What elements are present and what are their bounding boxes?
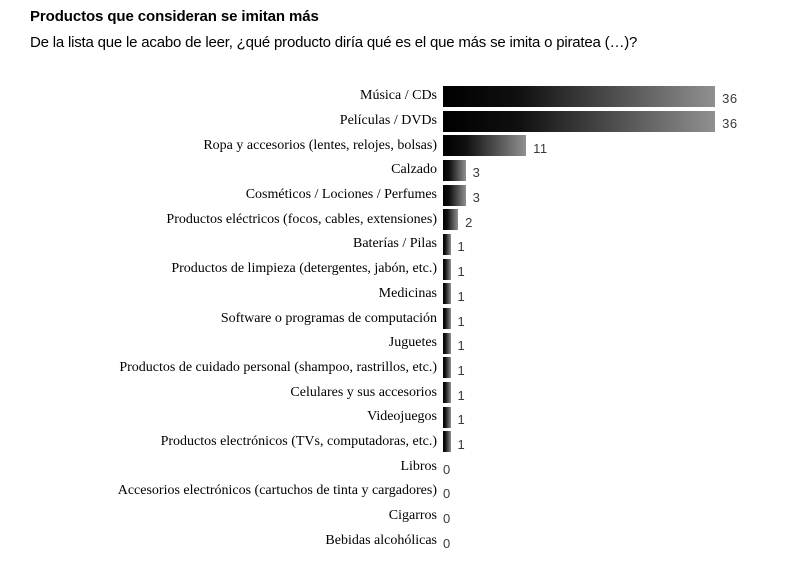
- bar-track: 1: [443, 405, 780, 430]
- value-label: 1: [457, 288, 466, 304]
- bar: [443, 431, 451, 453]
- value-label: 1: [457, 239, 466, 255]
- chart-row: Películas / DVDs 36: [30, 109, 780, 134]
- category-label: Ropa y accesorios (lentes, relojes, bols…: [203, 137, 437, 153]
- chart-row: Productos de cuidado personal (shampoo, …: [30, 356, 780, 381]
- bar: [443, 233, 451, 255]
- bar-track: 2: [443, 207, 780, 232]
- chart-row: Productos eléctricos (focos, cables, ext…: [30, 207, 780, 232]
- category-label: Medicinas: [378, 285, 437, 301]
- category-label: Videojuegos: [367, 409, 437, 425]
- chart-row: Baterías / Pilas 1: [30, 232, 780, 257]
- bar-track: 36: [443, 109, 780, 134]
- bar: [443, 332, 451, 354]
- value-label: 0: [443, 461, 451, 477]
- value-label: 0: [443, 511, 451, 527]
- value-label: 1: [457, 362, 466, 378]
- bar: [443, 406, 451, 428]
- chart-row: Software o programas de computación 1: [30, 306, 780, 331]
- bar: [443, 110, 716, 132]
- bar-track: 0: [443, 528, 780, 553]
- category-label: Calzado: [391, 162, 437, 178]
- value-label: 36: [722, 116, 738, 132]
- value-label: 1: [457, 387, 466, 403]
- bar-track: 11: [443, 133, 780, 158]
- bar-track: 1: [443, 306, 780, 331]
- bar-track: 3: [443, 158, 780, 183]
- bar: [443, 382, 451, 404]
- bar-track: 1: [443, 331, 780, 356]
- chart-row: Medicinas 1: [30, 282, 780, 307]
- bar-track: 1: [443, 356, 780, 381]
- category-label: Cigarros: [388, 508, 437, 524]
- category-label: Juguetes: [388, 335, 437, 351]
- value-label: 1: [457, 412, 466, 428]
- value-label: 0: [443, 486, 451, 502]
- value-label: 36: [722, 91, 738, 107]
- category-label: Bebidas alcohólicas: [325, 532, 437, 548]
- bar: [443, 357, 451, 379]
- chart-row: Música / CDs 36: [30, 84, 780, 109]
- chart-row: Videojuegos 1: [30, 405, 780, 430]
- category-label: Celulares y sus accesorios: [290, 384, 437, 400]
- category-label: Cosméticos / Lociones / Perfumes: [245, 187, 437, 203]
- category-label: Productos de cuidado personal (shampoo, …: [119, 359, 437, 375]
- chart-row: Productos de limpieza (detergentes, jabó…: [30, 257, 780, 282]
- bar-track: 36: [443, 84, 780, 109]
- horizontal-bar-chart: Música / CDs 36 Películas / DVDs 36 Ropa y a…: [30, 84, 780, 553]
- category-label: Software o programas de computación: [220, 310, 437, 326]
- bar: [443, 184, 466, 206]
- category-label: Películas / DVDs: [339, 113, 437, 129]
- category-label: Productos de limpieza (detergentes, jabó…: [171, 261, 437, 277]
- chart-row: Juguetes 1: [30, 331, 780, 356]
- value-label: 1: [457, 338, 466, 354]
- chart-title: Productos que consideran se imitan más: [30, 8, 319, 25]
- chart-row: Ropa y accesorios (lentes, relojes, bols…: [30, 133, 780, 158]
- bar: [443, 283, 451, 305]
- category-label: Música / CDs: [360, 88, 437, 104]
- bar: [443, 308, 451, 330]
- value-label: 2: [465, 214, 473, 230]
- bar-track: 1: [443, 257, 780, 282]
- bar-track: 1: [443, 282, 780, 307]
- chart-row: Cigarros 0: [30, 504, 780, 529]
- chart-row: Libros 0: [30, 454, 780, 479]
- value-label: 11: [533, 140, 548, 156]
- value-label: 0: [443, 535, 451, 551]
- chart-row: Accesorios electrónicos (cartuchos de ti…: [30, 479, 780, 504]
- value-label: 1: [457, 264, 466, 280]
- chart-row: Bebidas alcohólicas 0: [30, 528, 780, 553]
- bar-track: 1: [443, 232, 780, 257]
- bar: [443, 135, 527, 157]
- bar-track: 1: [443, 430, 780, 455]
- bar-track: 3: [443, 183, 780, 208]
- bar-track: 0: [443, 504, 780, 529]
- chart-subtitle: De la lista que le acabo de leer, ¿qué p…: [30, 34, 638, 51]
- bar: [443, 258, 451, 280]
- bar: [443, 85, 716, 107]
- bar: [443, 209, 459, 231]
- value-label: 3: [472, 190, 481, 206]
- category-label: Libros: [400, 458, 437, 474]
- bar-track: 0: [443, 479, 780, 504]
- chart-row: Cosméticos / Lociones / Perfumes 3: [30, 183, 780, 208]
- category-label: Accesorios electrónicos (cartuchos de ti…: [117, 483, 437, 499]
- category-label: Baterías / Pilas: [353, 236, 437, 252]
- category-label: Productos eléctricos (focos, cables, ext…: [166, 211, 437, 227]
- bar-track: 1: [443, 380, 780, 405]
- value-label: 3: [472, 165, 481, 181]
- chart-row: Celulares y sus accesorios 1: [30, 380, 780, 405]
- value-label: 1: [457, 313, 466, 329]
- bar: [443, 159, 466, 181]
- bar-track: 0: [443, 454, 780, 479]
- value-label: 1: [457, 436, 466, 452]
- chart-row: Calzado 3: [30, 158, 780, 183]
- chart-row: Productos electrónicos (TVs, computadora…: [30, 430, 780, 455]
- category-label: Productos electrónicos (TVs, computadora…: [160, 433, 437, 449]
